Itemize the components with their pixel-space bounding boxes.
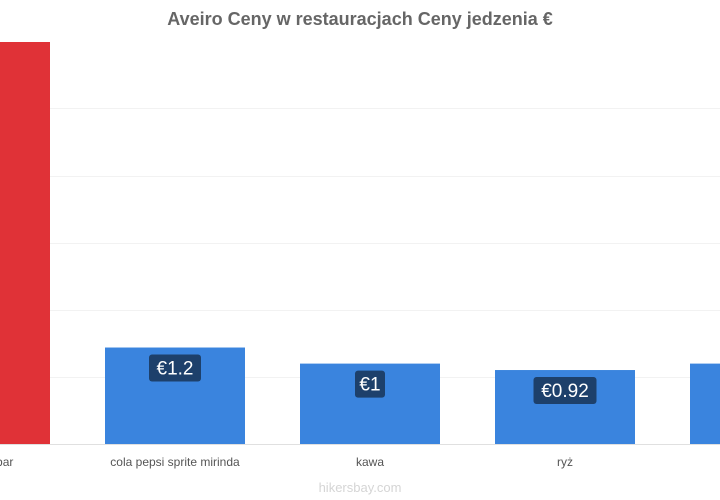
chart-title: Aveiro Ceny w restauracjach Ceny jedzeni… bbox=[167, 9, 553, 29]
x-tick-label: podobny bar bbox=[0, 455, 13, 469]
data-labels: €1.2 €1 €0.92 bbox=[149, 354, 597, 405]
data-label-bg bbox=[355, 370, 385, 398]
data-label-bg bbox=[533, 377, 597, 405]
data-label: €0.92 bbox=[541, 381, 589, 402]
gridlines bbox=[0, 108, 720, 378]
x-tick-label: cola pepsi sprite mirinda bbox=[110, 455, 240, 469]
bar bbox=[0, 42, 50, 444]
data-label: €1.2 bbox=[157, 359, 194, 380]
data-label: €1 bbox=[359, 375, 380, 396]
x-tick-labels: podobny bar cola pepsi sprite mirinda kawa… bbox=[0, 455, 573, 469]
x-tick-label: kawa bbox=[356, 455, 384, 469]
watermark: hikersbay.com bbox=[318, 480, 402, 495]
data-label-bg bbox=[149, 354, 201, 382]
x-tick-label: ryż bbox=[557, 455, 573, 469]
bar bbox=[690, 363, 720, 444]
